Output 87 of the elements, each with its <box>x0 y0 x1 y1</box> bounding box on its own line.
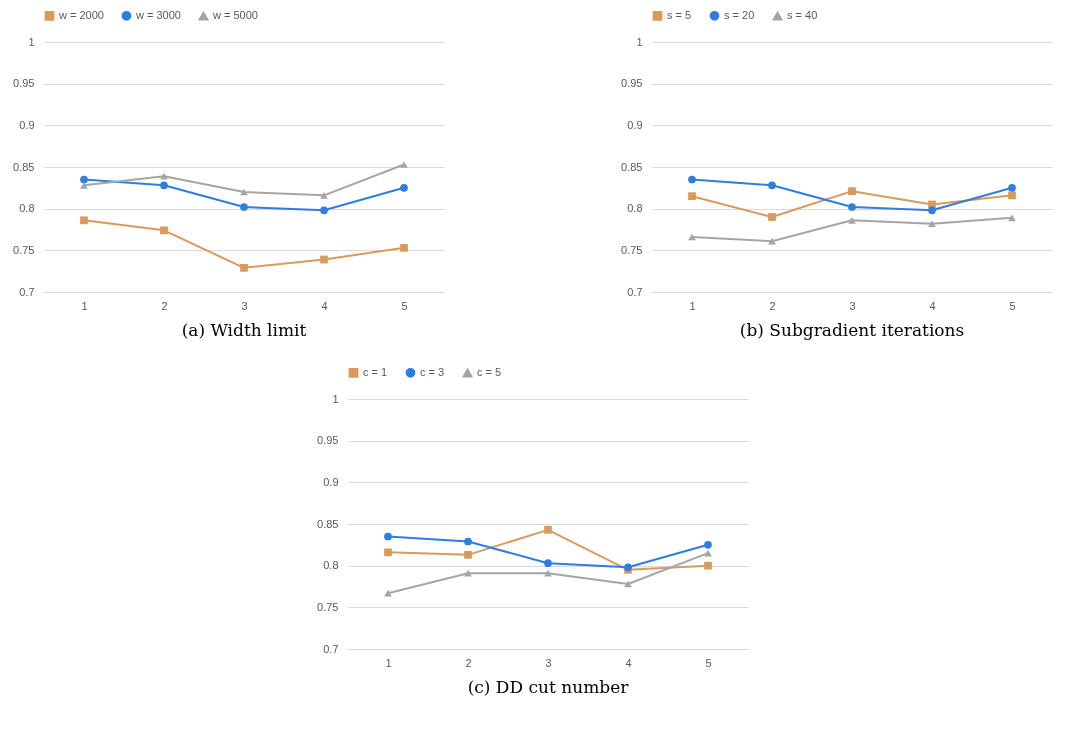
y-tick-label: 1 <box>636 35 643 48</box>
y-tick-label: 0.7 <box>627 285 643 298</box>
point <box>704 540 712 549</box>
point <box>80 175 88 184</box>
y-tick-label: 0.85 <box>621 160 643 173</box>
text: (c) DD cut number <box>467 677 630 697</box>
point <box>240 263 248 272</box>
x-tick-label: 1 <box>81 299 88 312</box>
y-tick-label: 0.95 <box>621 77 643 90</box>
x-tick-label: 3 <box>849 299 856 312</box>
point <box>848 187 856 196</box>
y-tick-label: 0.75 <box>13 243 35 256</box>
x-tick-label: 4 <box>321 299 328 312</box>
point <box>1008 214 1016 222</box>
y-tick-label: 0.9 <box>627 118 643 131</box>
y-tick-label: 0.95 <box>13 77 35 90</box>
x-tick-label: 2 <box>769 299 776 312</box>
y-tick-label: 0.75 <box>317 600 339 613</box>
point <box>704 561 712 570</box>
point <box>544 525 552 534</box>
y-tick-label: 0.7 <box>323 642 339 655</box>
point <box>704 549 712 557</box>
point <box>768 237 776 245</box>
legend-label: c = 1 <box>363 365 388 378</box>
text: (b) Subgradient iterations <box>739 320 965 340</box>
point <box>240 203 248 211</box>
x-tick-label: 4 <box>929 299 936 312</box>
point <box>464 550 472 559</box>
y-tick-label: 0.85 <box>13 160 35 173</box>
y-tick-label: 0.8 <box>19 202 35 215</box>
point <box>768 181 776 190</box>
y-tick-label: 0.7 <box>19 285 35 298</box>
y-tick-label: 1 <box>332 392 339 405</box>
point <box>928 220 936 228</box>
point <box>160 181 168 190</box>
legend-label: s = 5 <box>667 8 692 21</box>
y-tick-label: 1 <box>28 35 35 48</box>
y-tick-label: 0.95 <box>317 434 339 447</box>
point <box>1008 191 1016 200</box>
point <box>1008 183 1016 192</box>
y-tick-label: 0.9 <box>19 118 35 131</box>
point <box>768 213 776 221</box>
point <box>400 243 408 252</box>
point <box>384 548 392 557</box>
point <box>320 191 328 199</box>
point <box>320 255 328 264</box>
point <box>688 175 696 184</box>
point <box>320 206 328 215</box>
y-tick-label: 0.75 <box>621 243 643 256</box>
text: (a) Width limit <box>181 320 307 340</box>
point <box>80 216 88 225</box>
point <box>384 532 392 541</box>
x-tick-label: 2 <box>465 656 472 669</box>
y-tick-label: 0.8 <box>323 559 339 572</box>
point <box>464 569 472 577</box>
point <box>160 226 168 235</box>
point <box>160 172 168 180</box>
legend-label: w = 2000 <box>58 8 104 21</box>
x-tick-label: 1 <box>385 656 392 669</box>
point <box>848 216 856 224</box>
legend-label: w = 3000 <box>135 8 181 21</box>
x-tick-label: 5 <box>401 299 408 312</box>
y-tick-label: 0.8 <box>627 202 643 215</box>
x-tick-label: 1 <box>689 299 696 312</box>
point <box>464 537 472 546</box>
legend-label: w = 5000 <box>212 9 258 22</box>
x-tick-label: 3 <box>241 299 248 312</box>
legend-label: s = 40 <box>787 9 818 22</box>
point <box>80 181 88 189</box>
y-tick-label: 0.85 <box>317 517 339 530</box>
x-tick-label: 2 <box>161 299 168 312</box>
x-tick-label: 4 <box>625 656 632 669</box>
y-tick-label: 0.9 <box>323 475 339 488</box>
point <box>400 161 408 168</box>
x-tick-label: 5 <box>705 656 712 669</box>
point <box>848 203 856 211</box>
point <box>400 183 408 192</box>
x-tick-label: 3 <box>545 656 552 669</box>
legend-label: c = 3 <box>420 365 445 378</box>
legend-label: c = 5 <box>477 366 502 379</box>
legend-label: s = 20 <box>724 8 755 21</box>
point <box>384 589 392 597</box>
x-tick-label: 5 <box>1009 299 1016 312</box>
point <box>544 559 552 568</box>
point <box>688 192 696 201</box>
point <box>544 569 552 577</box>
point <box>928 206 936 215</box>
